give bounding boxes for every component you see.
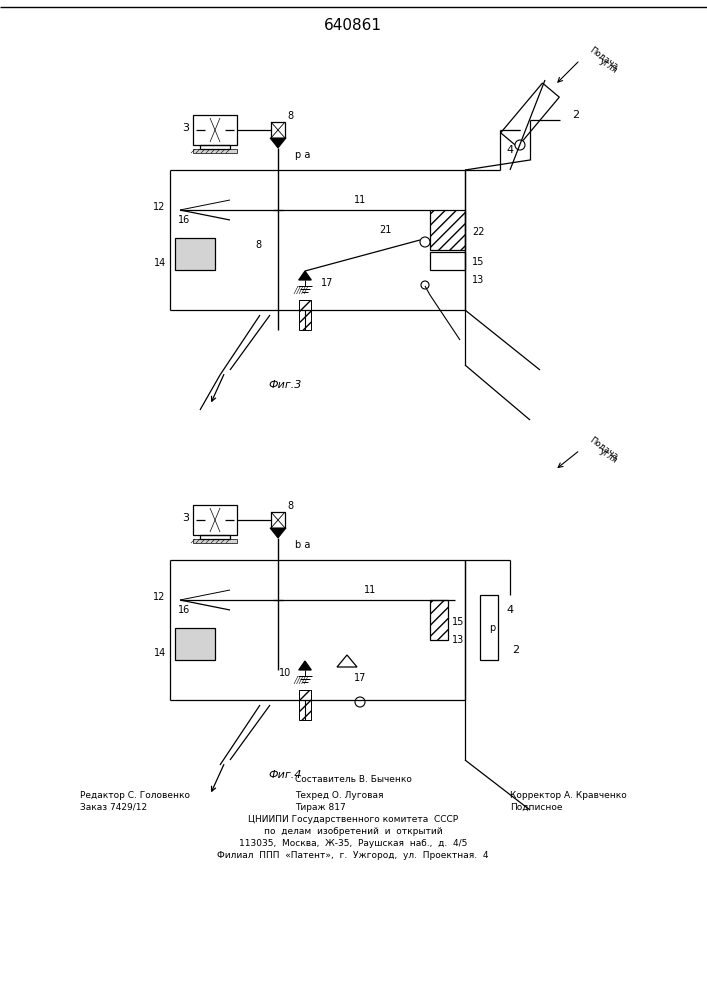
Text: 13: 13 — [472, 275, 484, 285]
Text: 11: 11 — [354, 195, 366, 205]
Text: 17: 17 — [354, 673, 366, 683]
Text: 16: 16 — [178, 215, 190, 225]
Polygon shape — [298, 661, 311, 670]
Text: 22: 22 — [472, 227, 484, 237]
Text: 12: 12 — [153, 592, 165, 602]
Bar — [193, 505, 237, 535]
Text: 3: 3 — [182, 123, 189, 133]
Text: 3: 3 — [182, 513, 189, 523]
Text: 21: 21 — [379, 225, 391, 235]
Text: 15: 15 — [452, 617, 464, 627]
Text: угля: угля — [598, 57, 619, 75]
Bar — [480, 595, 498, 660]
Text: р: р — [489, 623, 495, 633]
Text: Техред О. Луговая: Техред О. Луговая — [295, 790, 383, 800]
Text: 640861: 640861 — [324, 17, 382, 32]
Text: 2: 2 — [572, 110, 579, 120]
Text: 4: 4 — [506, 605, 513, 615]
Text: Фиг.3: Фиг.3 — [269, 380, 302, 390]
Text: 8: 8 — [256, 240, 262, 250]
Text: Филиал  ППП  «Патент»,  г.  Ужгород,  ул.  Проектная.  4: Филиал ППП «Патент», г. Ужгород, ул. Про… — [217, 852, 489, 860]
Text: Редактор С. Головенко: Редактор С. Головенко — [80, 790, 190, 800]
Bar — [430, 210, 465, 250]
Text: Фиг.4: Фиг.4 — [269, 770, 302, 780]
Text: 11: 11 — [364, 585, 376, 595]
Text: Подача: Подача — [588, 435, 620, 461]
Text: Подача: Подача — [588, 45, 620, 71]
Circle shape — [515, 140, 525, 150]
Circle shape — [420, 237, 430, 247]
Bar — [271, 122, 285, 138]
Text: 8: 8 — [287, 111, 293, 121]
Bar — [299, 300, 311, 330]
Bar — [175, 238, 215, 270]
Text: Подписное: Подписное — [510, 802, 563, 812]
Circle shape — [421, 281, 429, 289]
Text: 15: 15 — [472, 257, 484, 267]
Text: 14: 14 — [153, 258, 166, 268]
Polygon shape — [298, 271, 311, 280]
Text: 14: 14 — [153, 648, 166, 658]
Text: р а: р а — [295, 150, 310, 160]
Text: b а: b а — [295, 540, 310, 550]
Bar — [430, 252, 465, 270]
Text: 16: 16 — [178, 605, 190, 615]
Bar — [299, 690, 311, 720]
Text: Заказ 7429/12: Заказ 7429/12 — [80, 802, 147, 812]
Text: Тираж 817: Тираж 817 — [295, 802, 346, 812]
Bar — [193, 115, 237, 145]
Bar — [193, 539, 237, 543]
Text: 2: 2 — [513, 645, 520, 655]
Text: Составитель В. Быченко: Составитель В. Быченко — [295, 776, 411, 784]
Text: 13: 13 — [452, 635, 464, 645]
Bar — [271, 512, 285, 528]
Circle shape — [355, 697, 365, 707]
Text: 113035,  Москва,  Ж-35,  Раушская  наб.,  д.  4/5: 113035, Москва, Ж-35, Раушская наб., д. … — [239, 840, 467, 848]
Text: 8: 8 — [287, 501, 293, 511]
Text: 10: 10 — [279, 668, 291, 678]
Polygon shape — [270, 138, 286, 148]
Text: ЦНИИПИ Государственного комитета  СССР: ЦНИИПИ Государственного комитета СССР — [248, 816, 458, 824]
Bar — [175, 628, 215, 660]
Text: по  делам  изобретений  и  открытий: по делам изобретений и открытий — [264, 828, 443, 836]
Text: 12: 12 — [153, 202, 165, 212]
Text: 4: 4 — [506, 145, 513, 155]
Bar — [193, 149, 237, 153]
Text: Корректор А. Кравченко: Корректор А. Кравченко — [510, 790, 626, 800]
Polygon shape — [270, 528, 286, 538]
Bar — [430, 600, 448, 640]
Text: угля: угля — [598, 447, 619, 465]
Text: 17: 17 — [321, 278, 333, 288]
